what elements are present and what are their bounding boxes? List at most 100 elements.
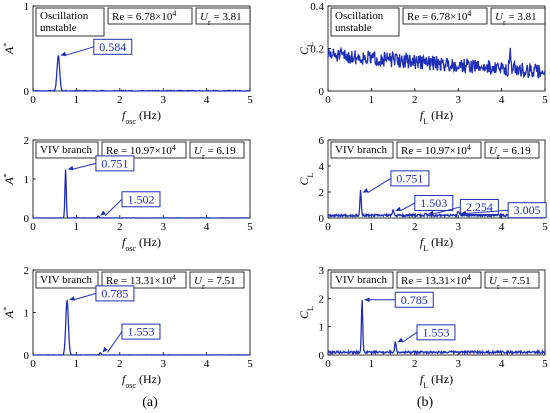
x-tick-label: 3	[160, 94, 166, 106]
title-box-frame	[330, 7, 400, 37]
annotation-arrowhead	[69, 296, 75, 301]
ur-box	[490, 7, 546, 25]
ur-value-part: r	[202, 152, 205, 161]
x-tick-label: 0	[325, 94, 331, 106]
annotation-arrow	[65, 46, 94, 56]
x-tick-label: 2	[412, 358, 418, 370]
ur-value-part: r	[208, 18, 211, 27]
y-tick-label: 0	[319, 213, 325, 225]
title-box-text: VIV branch	[40, 274, 93, 286]
peak-annotation: 1.553	[397, 324, 456, 343]
ur-value: Ur = 3.81	[200, 11, 242, 27]
re-value: Re = 13.31×104	[401, 273, 471, 288]
peak-annotation: 0.584	[60, 38, 133, 57]
ur-value-part: = 7.51	[500, 275, 531, 287]
y-tick-label: 2	[319, 187, 325, 199]
ur-value-part: U	[194, 145, 203, 157]
re-box	[402, 7, 488, 25]
x-tick-label: 2	[117, 221, 123, 233]
chart-a3: 0 1 2 3 4 5 0 1 2 fosc (Hz) A* VIV branch Re = 13.31…	[2, 265, 254, 390]
re-value-part: Re = 10.97×10	[401, 145, 467, 157]
re-value: Re = 10.97×104	[401, 143, 471, 158]
peak-annotation: 1.503	[395, 195, 454, 212]
title-box-frame	[330, 271, 394, 289]
x-tick-label: 1	[74, 94, 80, 106]
y-axis-label-part: C	[297, 310, 311, 319]
y-axis-label-part: A	[2, 46, 16, 55]
ur-value-part: U	[194, 275, 203, 287]
annotation-arrowhead	[362, 188, 369, 193]
x-tick-label: 0	[30, 94, 36, 106]
x-tick-label: 1	[74, 358, 80, 370]
y-tick-label: 0	[319, 350, 325, 362]
panel-label-b: (b)	[417, 395, 434, 410]
x-tick-label: 3	[160, 221, 166, 233]
y-axis-label-part: A	[2, 310, 16, 319]
x-tick-label: 4	[204, 221, 210, 233]
y-tick-label: 1	[24, 1, 30, 13]
ur-value-part: r	[497, 282, 500, 291]
y-axis-label: CL	[297, 306, 315, 319]
annotation-arrow	[104, 198, 123, 217]
annotation-arrow	[73, 292, 97, 301]
x-axis-label-part: (Hz)	[428, 108, 453, 122]
annotation-arrow	[399, 202, 416, 212]
x-tick-label: 4	[204, 94, 210, 106]
re-box	[107, 7, 193, 25]
peak-annotation: 0.751	[67, 155, 135, 172]
annotation-arrow	[402, 331, 418, 343]
annotation-arrow	[367, 177, 392, 194]
x-tick-label: 5	[542, 221, 548, 233]
x-axis-label-part: L	[423, 381, 428, 390]
re-value-part: 4	[467, 9, 471, 18]
y-tick-label: 0	[24, 86, 30, 98]
x-tick-label: 5	[247, 94, 253, 106]
y-tick-label: 2	[24, 135, 30, 147]
ur-box	[484, 271, 540, 289]
annotation-label: 2.254	[466, 200, 493, 214]
ur-value-part: r	[202, 282, 205, 291]
annotation-arrowhead	[102, 346, 108, 353]
x-tick-label: 2	[412, 94, 418, 106]
annotation-label: 1.553	[422, 325, 449, 339]
ur-box	[189, 141, 245, 159]
y-axis-label-part: *	[2, 307, 11, 311]
y-tick-label: 0.4	[310, 1, 324, 13]
title-box-text: VIV branch	[335, 144, 388, 156]
x-axis-label-part: f	[122, 108, 127, 122]
x-axis-label-part: f	[420, 235, 425, 249]
x-tick-label: 3	[455, 358, 461, 370]
y-tick-label: 0	[24, 350, 30, 362]
x-axis-label-part: (Hz)	[136, 108, 161, 122]
x-axis-label-part: L	[423, 117, 428, 126]
y-tick-label: 4	[319, 161, 325, 173]
y-axis-label-part: C	[297, 176, 311, 185]
title-box: VIV branch	[35, 141, 99, 159]
annotation-label: 1.503	[420, 196, 447, 210]
x-tick-label: 0	[30, 358, 36, 370]
peak-annotation: 2.254	[427, 198, 499, 216]
y-tick-label: 3	[319, 265, 325, 277]
x-tick-label: 2	[117, 94, 123, 106]
re-value-part: Re = 6.78×10	[112, 11, 173, 23]
re-value-part: Re = 10.97×10	[106, 145, 172, 157]
y-tick-label: 1	[319, 322, 325, 334]
re-box	[396, 141, 482, 159]
x-tick-label: 4	[499, 358, 505, 370]
annotation-arrow	[106, 331, 123, 353]
annotation-arrowhead	[460, 210, 467, 216]
y-axis-label: A*	[2, 43, 17, 55]
y-axis-label-part: L	[306, 42, 315, 47]
series-line	[33, 169, 251, 219]
annotation-label: 0.751	[396, 171, 423, 185]
y-axis-label-part: *	[2, 173, 11, 177]
ur-value-part: = 6.19	[205, 145, 236, 157]
ur-value-part: U	[495, 11, 504, 23]
ur-value-part: U	[489, 145, 498, 157]
re-value-part: 4	[467, 273, 471, 282]
series-line	[327, 46, 546, 79]
x-axis-label-part: f	[420, 372, 425, 386]
